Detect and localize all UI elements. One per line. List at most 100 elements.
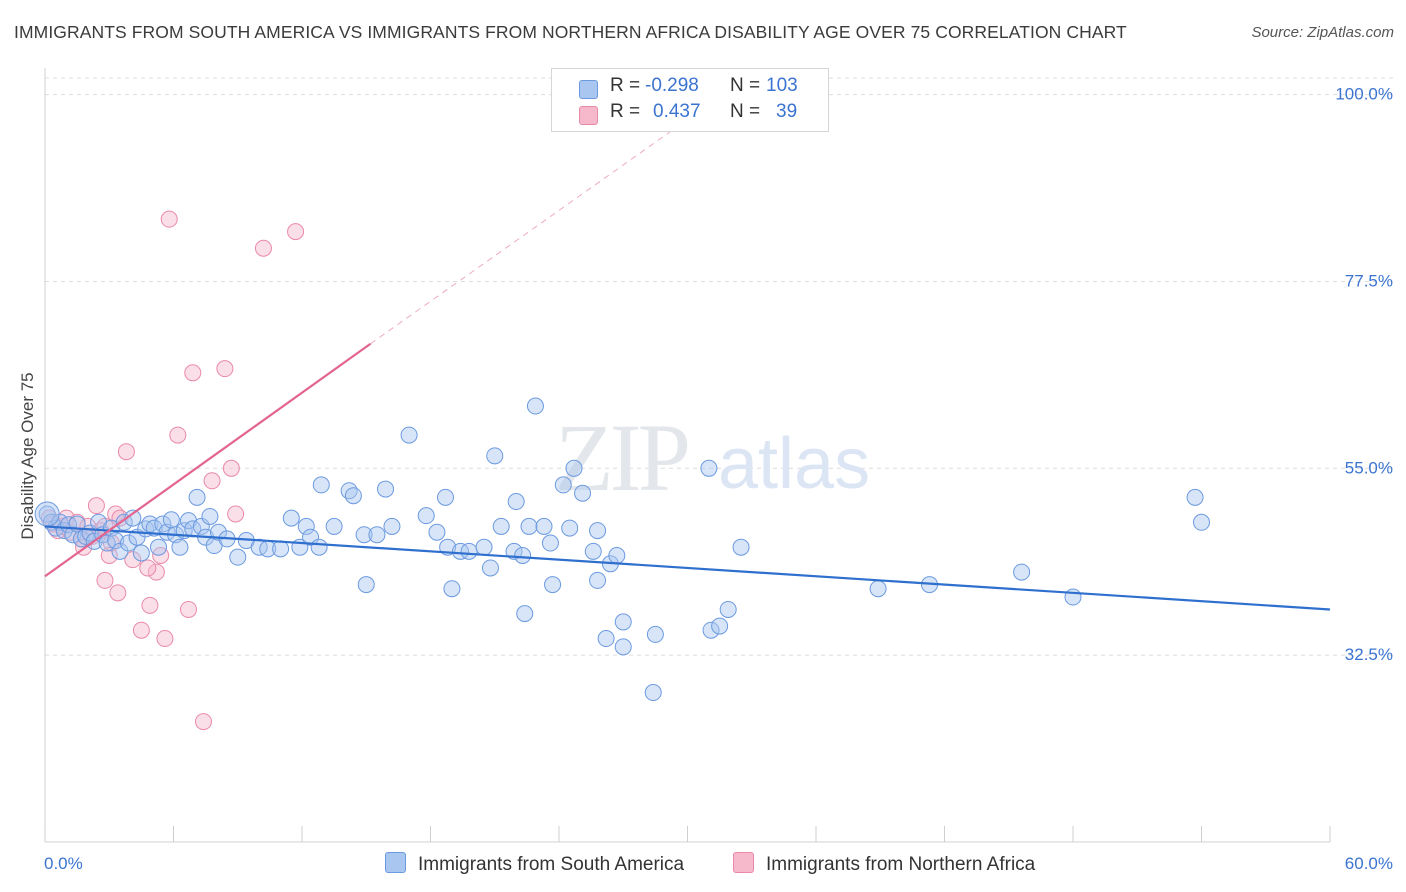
blue-data-point (561, 519, 579, 537)
blue-data-point (368, 526, 386, 544)
blue-data-point (443, 580, 461, 598)
pink-data-point (156, 630, 174, 648)
pink-data-point (87, 497, 105, 515)
blue-data-point (310, 538, 328, 556)
pink-data-point (109, 584, 127, 602)
legend-r-value: -0.298 (645, 75, 699, 96)
blue-data-point (597, 630, 615, 648)
blue-data-point (646, 625, 664, 643)
blue-data-point (589, 571, 607, 589)
legend: R = -0.298 N = 103 R = 0.437 N = 39 (551, 68, 829, 132)
blue-data-point (383, 517, 401, 535)
pink-data-point (132, 621, 150, 639)
blue-data-point (150, 538, 168, 556)
pink-data-point (287, 223, 305, 241)
legend-r-value: 0.437 (653, 101, 701, 122)
pink-data-point (147, 563, 165, 581)
bottom-legend-swatch-pink (733, 852, 754, 873)
blue-data-point (505, 542, 523, 560)
blue-data-point (34, 501, 60, 527)
pink-data-point (124, 551, 142, 569)
blue-data-point (107, 532, 125, 550)
blue-data-point (507, 493, 525, 511)
source-label: Source: ZipAtlas.com (1251, 24, 1394, 41)
blue-data-point (460, 542, 478, 560)
blue-data-point (711, 617, 729, 635)
pink-data-point (141, 596, 159, 614)
blue-data-point (357, 576, 375, 594)
blue-data-point (475, 538, 493, 556)
blue-data-point (64, 526, 82, 544)
blue-series-points (34, 397, 1210, 702)
blue-data-point (282, 509, 300, 527)
blue-data-point (201, 507, 219, 525)
blue-data-point (162, 511, 180, 529)
blue-data-point (492, 517, 510, 535)
blue-data-point (719, 600, 737, 618)
x-tick-labels: 0.0% 60.0% (44, 854, 1393, 873)
blue-data-point (312, 476, 330, 494)
watermark: ZIP atlas (555, 404, 870, 511)
blue-data-point (428, 523, 446, 541)
blue-data-point (732, 538, 750, 556)
y-tick-labels: 32.5% 55.0% 77.5% 100.0% (1335, 85, 1393, 665)
y-axis-label: Disability Age Over 75 (18, 372, 37, 539)
blue-data-point (229, 548, 247, 566)
blue-data-point (516, 605, 534, 623)
blue-data-point (272, 540, 290, 558)
blue-data-point (520, 517, 538, 535)
blue-data-point (355, 526, 373, 544)
y-tick-label: 100.0% (1335, 85, 1393, 104)
pink-data-point (160, 210, 178, 228)
legend-row-blue: R = -0.298 N = 103 (552, 75, 828, 101)
blue-data-point (486, 447, 504, 465)
blue-data-point (344, 487, 362, 505)
blue-data-point (325, 517, 343, 535)
blue-data-point (115, 513, 133, 531)
blue-data-point (481, 559, 499, 577)
x-tick-label: 0.0% (44, 854, 83, 873)
pink-data-point (222, 459, 240, 477)
blue-trend-line (44, 525, 1331, 611)
pink-trend-extension (370, 119, 688, 345)
bottom-legend-label-blue: Immigrants from South America (418, 854, 685, 875)
blue-data-point (584, 542, 602, 560)
blue-data-point (514, 547, 532, 564)
pink-data-point (216, 360, 234, 378)
blue-data-point (209, 523, 227, 541)
blue-data-point (541, 534, 559, 552)
blue-data-point (171, 538, 189, 556)
blue-data-point (436, 488, 454, 506)
blue-data-point (154, 515, 172, 533)
y-tick-label: 32.5% (1345, 645, 1393, 664)
blue-data-point (526, 397, 544, 415)
blue-data-point (535, 517, 553, 535)
blue-data-point (38, 505, 56, 523)
blue-data-point (1193, 513, 1210, 531)
legend-n-value: 39 (776, 101, 798, 122)
blue-data-point (565, 459, 583, 477)
pink-data-point (184, 364, 202, 382)
blue-data-point (1013, 563, 1031, 581)
legend-swatch-blue (579, 80, 598, 99)
pink-data-point (227, 505, 245, 523)
legend-r-label: R = (610, 75, 641, 96)
blue-data-point (297, 517, 315, 535)
blue-data-point (869, 580, 887, 598)
y-tick-label: 55.0% (1345, 458, 1393, 477)
blue-data-point (614, 638, 632, 656)
y-tick-label: 77.5% (1345, 271, 1393, 290)
pink-series-points (40, 210, 305, 731)
chart-title: IMMIGRANTS FROM SOUTH AMERICA VS IMMIGRA… (14, 22, 1127, 42)
pink-data-point (152, 547, 170, 564)
blue-data-point (614, 613, 632, 631)
pink-data-point (254, 239, 272, 257)
bottom-legend-swatch-blue (385, 852, 406, 873)
blue-data-point (700, 459, 718, 477)
blue-data-point (188, 488, 206, 506)
blue-data-point (377, 480, 395, 498)
bottom-legend-pink: Immigrants from Northern Africa (733, 852, 1035, 876)
pink-data-point (139, 559, 157, 577)
watermark-zip: ZIP (555, 404, 688, 511)
blue-data-point (644, 684, 662, 702)
